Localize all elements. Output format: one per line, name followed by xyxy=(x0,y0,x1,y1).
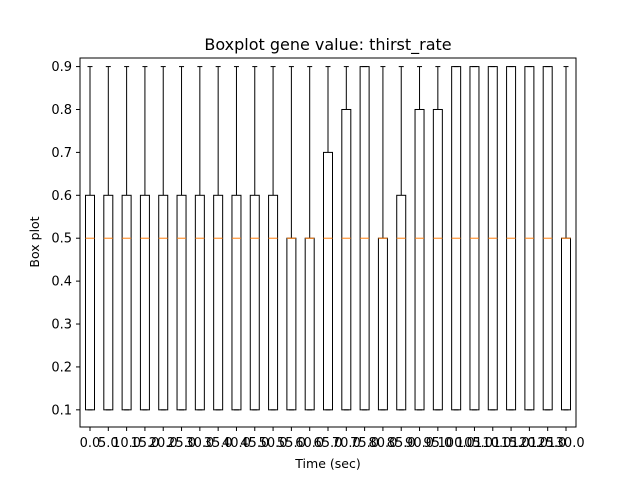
x-tick-label: 50.0 xyxy=(259,436,288,451)
box-body xyxy=(103,194,114,411)
box-body xyxy=(414,108,425,411)
x-tick-label: 95.0 xyxy=(423,436,452,451)
x-tick-label: 80.0 xyxy=(368,436,397,451)
x-tick-label: 90.0 xyxy=(405,436,434,451)
x-tick-label: 85.0 xyxy=(387,436,416,451)
y-tick-label: 0.9 xyxy=(51,60,72,75)
x-tick-label: 60.0 xyxy=(295,436,324,451)
x-tick-label: 20.0 xyxy=(149,436,178,451)
x-tick-label: 125.0 xyxy=(529,436,566,451)
y-axis-label: Box plot xyxy=(27,216,42,267)
y-tick-label: 0.7 xyxy=(51,146,72,161)
x-tick-label: 35.0 xyxy=(204,436,233,451)
box-body xyxy=(377,237,388,411)
box-body xyxy=(139,194,150,411)
y-tick-label: 0.1 xyxy=(51,403,72,418)
x-tick-label: 40.0 xyxy=(222,436,251,451)
box-body xyxy=(121,194,132,411)
x-tick-label: 25.0 xyxy=(167,436,196,451)
x-tick-label: 100.0 xyxy=(438,436,475,451)
y-tick-label: 0.5 xyxy=(51,232,72,247)
box-body xyxy=(323,151,333,411)
plot-area: 0.1 0.2 0.3 0.4 0.5 0.6 0.7 0.8 0.9 0.05.010.015.… xyxy=(51,57,585,451)
y-tick-label: 0.6 xyxy=(51,189,72,204)
y-tick-label: 0.3 xyxy=(51,318,72,333)
x-tick-label: 130.0 xyxy=(547,436,584,451)
box-body xyxy=(286,237,297,411)
box-body xyxy=(249,194,260,411)
box-body xyxy=(396,194,407,411)
x-tick-label: 30.0 xyxy=(185,436,214,451)
x-tick-label: 110.0 xyxy=(474,436,511,451)
x-tick-label: 65.0 xyxy=(314,436,343,451)
y-tick-label: 0.2 xyxy=(51,360,72,375)
box-body xyxy=(176,194,187,411)
box-body xyxy=(268,194,279,411)
x-tick-label: 70.0 xyxy=(332,436,361,451)
x-tick-label: 55.0 xyxy=(277,436,306,451)
box-body xyxy=(304,237,315,411)
x-tick-label: 75.0 xyxy=(350,436,379,451)
y-tick-label: 0.8 xyxy=(51,103,72,118)
y-tick-label: 0.4 xyxy=(51,275,72,290)
box-body xyxy=(341,108,352,411)
box-body xyxy=(561,237,571,411)
x-tick-label: 5.0 xyxy=(98,436,119,451)
x-tick-label: 115.0 xyxy=(492,436,529,451)
x-tick-label: 45.0 xyxy=(240,436,269,451)
box-body xyxy=(432,108,443,411)
x-tick-label: 120.0 xyxy=(511,436,548,451)
box-body xyxy=(194,194,205,411)
box-body xyxy=(231,194,242,411)
box-body xyxy=(213,194,224,411)
x-tick-label: 15.0 xyxy=(130,436,159,451)
x-axis-label: Time (sec) xyxy=(294,456,360,471)
chart-title: Boxplot gene value: thirst_rate xyxy=(204,35,451,55)
box-body xyxy=(85,194,95,411)
x-tick-label: 105.0 xyxy=(456,436,493,451)
box-body xyxy=(158,194,169,411)
x-tick-label: 0.0 xyxy=(80,436,101,451)
x-tick-label: 10.0 xyxy=(112,436,141,451)
